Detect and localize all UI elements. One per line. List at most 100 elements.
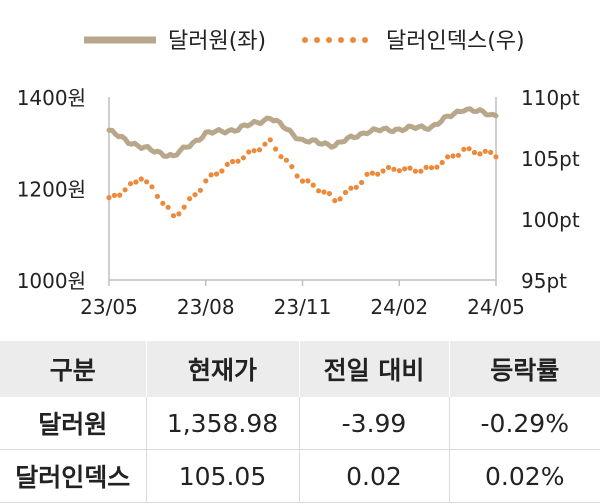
dxy-point [445,154,451,160]
dxy-point [122,187,128,193]
dxy-point [305,178,311,184]
dxy-point [396,168,402,174]
rate-summary-table: 구분 현재가 전일 대비 등락률 달러원 1,358.98 -3.99 -0.2… [0,341,600,503]
dxy-point [256,147,263,153]
dxy-point [154,193,160,199]
header-day-change: 전일 대비 [298,341,449,397]
dxy-point [262,141,268,147]
table-header-row: 구분 현재가 전일 대비 등락률 [0,341,600,397]
row-rate: 0.02% [448,449,600,503]
x-tick-label: 23/11 [274,295,332,319]
header-current-price: 현재가 [145,341,299,397]
dxy-point [138,176,144,182]
dxy-point [364,171,370,177]
exchange-rate-chart: 달러원(좌) 달러인덱스(우) 1400원 1200원 1000원 110pt 105… [17,29,580,319]
y-right-tick-label: 95pt [521,269,567,293]
legend-dot [338,37,344,43]
dxy-point [192,192,198,198]
dxy-point [230,158,236,165]
x-tick-label: 24/02 [370,295,428,319]
dxy-point [203,178,209,184]
dxy-point [326,191,332,197]
dxy-point [299,178,306,184]
chart-legend: 달러원(좌) 달러인덱스(우) [84,29,525,54]
dxy-point [337,196,343,202]
dxy-point [176,211,182,217]
dxy-point [450,153,456,159]
legend-dot [302,37,308,43]
series-usdkrw-line [106,106,499,159]
row-price: 105.05 [145,449,299,503]
dxy-point [407,165,413,171]
dxy-point [461,146,467,152]
row-change: 0.02 [298,449,449,503]
legend-label-usdkrw: 달러원(좌) [168,29,266,54]
dxy-point [267,137,273,143]
dxy-point [488,149,494,155]
y-axis-left-ticks: 1400원 1200원 1000원 [17,86,86,293]
legend-swatch-dxy [302,37,368,43]
row-name: 달러원 [0,397,146,450]
dxy-point [213,171,220,177]
dxy-point [273,146,279,152]
dxy-point [278,154,284,160]
y-right-tick-label: 105pt [521,147,580,171]
row-name: 달러인덱스 [0,449,146,503]
dxy-point [208,172,214,178]
legend-dot [314,37,320,43]
dxy-point [117,192,123,198]
dxy-point [240,155,246,161]
table-row: 달러원 1,358.98 -3.99 -0.29% [0,397,600,450]
dxy-point [471,149,478,156]
dxy-point [160,200,166,206]
dxy-point [106,195,112,201]
y-left-tick-label: 1000원 [17,269,86,293]
dxy-point [144,179,150,185]
dxy-point [353,184,359,190]
legend-dot [350,37,356,43]
row-change: -3.99 [298,397,449,450]
dxy-point [412,168,418,174]
header-change-rate: 등락률 [448,341,600,397]
x-tick-label: 23/05 [80,295,138,319]
dxy-point [428,165,435,171]
dxy-point [418,168,424,174]
y-left-tick-label: 1200원 [17,178,86,202]
dxy-point [224,161,230,167]
dxy-point [197,187,203,193]
dxy-point [380,168,386,174]
dxy-point [321,189,327,195]
dxy-point [316,188,322,194]
y-left-tick-label: 1400원 [17,86,86,110]
table-row: 달러인덱스 105.05 0.02 0.02% [0,449,600,503]
dxy-point [310,182,316,188]
dxy-point [391,166,397,172]
dxy-point [111,192,117,198]
dxy-point [369,170,375,176]
dxy-point [493,154,499,160]
dxy-point [235,158,241,164]
dxy-point [359,179,365,186]
series-dxy-dots [106,137,499,219]
y-right-tick-label: 100pt [521,208,580,232]
dxy-point [165,204,171,210]
plot-area: 1400원 1200원 1000원 110pt 105pt 100pt 95pt 23/0… [17,86,580,319]
x-tick-label: 23/08 [177,295,235,319]
dxy-point [439,159,445,166]
dxy-point [482,148,488,154]
y-right-tick-label: 110pt [521,86,580,110]
dxy-point [294,173,300,179]
dxy-point [332,198,338,204]
dxy-point [466,146,472,152]
row-rate: -0.29% [448,397,600,450]
dxy-point [246,149,252,155]
row-price: 1,358.98 [145,397,299,450]
dxy-point [455,152,461,158]
dxy-point [181,204,187,210]
dxy-point [289,164,295,170]
dxy-point [348,185,354,191]
dxy-point [127,181,134,187]
legend-dot [326,37,332,43]
dxy-point [375,171,381,177]
legend-dot [362,37,368,43]
